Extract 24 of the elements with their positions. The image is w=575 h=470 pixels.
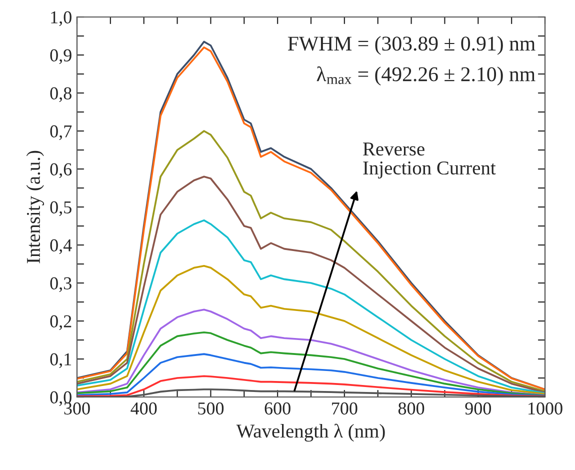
x-tick-label: 600 — [264, 402, 290, 415]
y-tick-label: 0,4 — [50, 239, 72, 254]
y-tick-label: 0,8 — [50, 87, 72, 102]
y-tick-label: 0,3 — [50, 277, 72, 292]
line-series — [77, 130, 545, 392]
y-tick-label: 0,5 — [50, 201, 72, 216]
y-tick-label: 0,9 — [50, 49, 72, 64]
y-axis-title: Intensity (a.u.) — [26, 150, 44, 264]
annotation: FWHM = (303.89 ± 0.91) nm — [288, 36, 536, 55]
x-tick-label: 700 — [332, 402, 358, 415]
annotation: Reverse Injection Current — [363, 142, 496, 178]
x-tick-label: 900 — [465, 402, 491, 415]
annotation: λ$_{max}$ = (492.26 ± 2.10) nm — [316, 66, 536, 86]
x-axis-title: Wavelength λ (nm) — [236, 424, 385, 442]
line-series — [77, 219, 545, 394]
y-tick-label: 0,6 — [50, 163, 72, 178]
y-tick-label: 0,2 — [50, 315, 72, 330]
y-tick-label: 1,0 — [51, 11, 72, 26]
x-tick-label: 800 — [398, 402, 424, 415]
y-tick-label: 0,1 — [50, 353, 72, 368]
x-tick-label: 400 — [130, 402, 157, 415]
y-tick-label: 0,7 — [50, 125, 72, 140]
x-tick-label: 500 — [198, 402, 224, 415]
x-tick-label: 1000 — [528, 402, 562, 415]
